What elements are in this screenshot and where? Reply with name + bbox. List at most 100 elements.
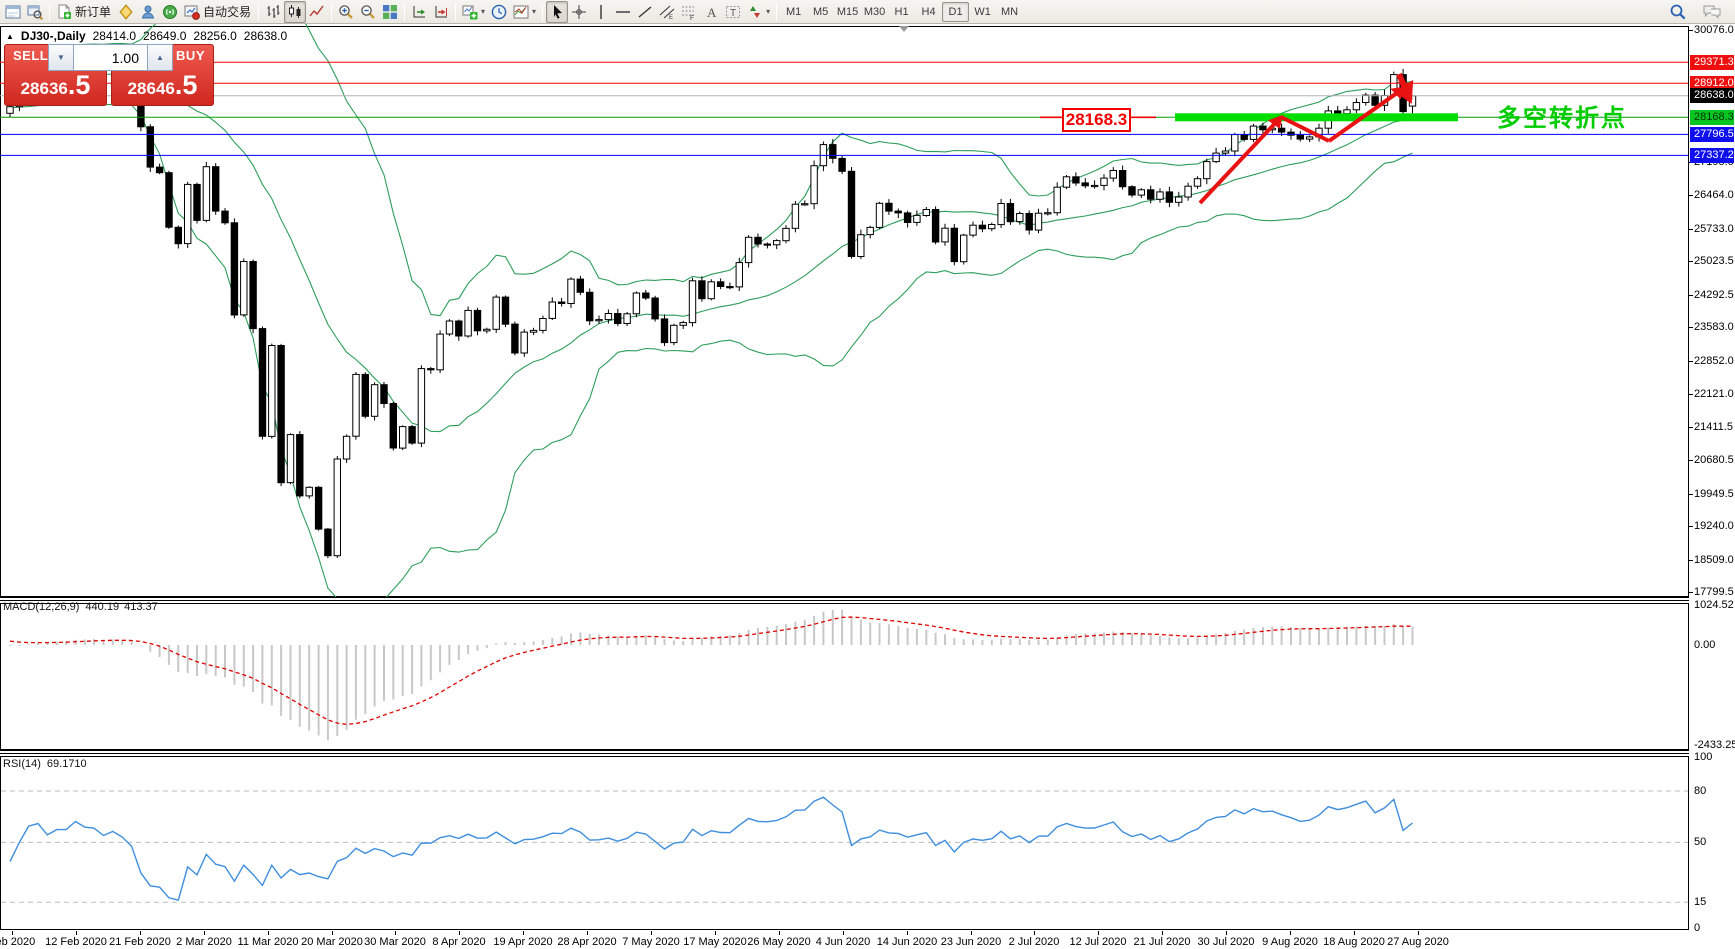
- dropdown-caret-icon: ▾: [481, 7, 486, 16]
- text-label-button[interactable]: T: [722, 1, 744, 23]
- volume-input[interactable]: [74, 44, 147, 71]
- periods-button[interactable]: [488, 1, 510, 23]
- date-axis-tick: [779, 931, 780, 935]
- date-axis-label: 7 May 2020: [622, 936, 680, 948]
- price-axis-label: 25023.5: [1694, 255, 1734, 267]
- date-axis-tick: [1290, 931, 1291, 935]
- vline-icon: [593, 4, 609, 20]
- main-price-chart[interactable]: [0, 24, 1689, 597]
- zoom-out-button[interactable]: [357, 1, 379, 23]
- timeframe-m5-button[interactable]: M5: [812, 5, 829, 18]
- tile-windows-button[interactable]: [379, 1, 401, 23]
- main-toolbar: 新订单 自动交易 ▾ ▾ E F A T ▾ M1 M5 M15 M30 H1 H4 D1 W1 MN: [0, 0, 1735, 24]
- new-order-button-label: 新订单: [75, 5, 112, 19]
- hline-icon: [615, 4, 631, 20]
- text-button[interactable]: A: [700, 1, 722, 23]
- date-axis-tick: [1226, 931, 1227, 935]
- autotrading-button-label: 自动交易: [203, 5, 252, 19]
- price-axis-tick: [1689, 361, 1693, 362]
- date-axis-tick: [587, 931, 588, 935]
- vertical-line-button[interactable]: [590, 1, 612, 23]
- cursor-button[interactable]: [546, 0, 569, 23]
- volume-increase-button[interactable]: ▲: [147, 44, 173, 71]
- price-badge: 27337.2: [1690, 148, 1734, 163]
- date-axis-label: 23 Jun 2020: [940, 936, 1002, 948]
- symbol-ohlc-header: ▲ DJ30-,Daily 28414.0 28649.0 28256.0 28…: [6, 29, 287, 43]
- date-axis-tick: [1354, 931, 1355, 935]
- crosshair-icon: [571, 4, 587, 20]
- fibonacci-button[interactable]: F: [678, 1, 700, 23]
- rsi-panel-chart[interactable]: [0, 756, 1689, 930]
- timeframe-m30-button[interactable]: M30: [863, 5, 886, 18]
- buy-price: 28646.5: [127, 70, 198, 100]
- panel-divider[interactable]: [0, 750, 1689, 756]
- date-axis-label: 28 Apr 2020: [557, 936, 617, 948]
- indicator-axis-label: 15: [1694, 896, 1707, 908]
- timeframe-h4-button[interactable]: H4: [921, 5, 936, 18]
- date-axis-tick: [204, 931, 205, 935]
- indicators-button[interactable]: ▾: [459, 1, 488, 23]
- toolbar-separator: [542, 2, 544, 21]
- crosshair-button[interactable]: [568, 1, 590, 23]
- bars-icon: [265, 4, 281, 20]
- autotrading-button[interactable]: 自动交易: [181, 1, 255, 23]
- toolbar-separator: [331, 2, 333, 21]
- date-axis-label: 4 Jun 2020: [815, 936, 871, 948]
- panel-divider[interactable]: [0, 597, 1689, 603]
- price-axis-label: 20680.5: [1694, 454, 1734, 466]
- rsi-indicator-label: RSI(14) 69.1710: [3, 758, 87, 770]
- market-watch-button[interactable]: [137, 1, 159, 23]
- timeframe-w1-button[interactable]: W1: [974, 5, 991, 18]
- bar-chart-button[interactable]: [262, 1, 284, 23]
- cursor-icon: [549, 4, 565, 20]
- price-axis-label: 19949.5: [1694, 488, 1734, 500]
- date-axis-label: 8 Apr 2020: [432, 936, 486, 948]
- zoom-in-button[interactable]: [335, 1, 357, 23]
- candles-icon: [287, 4, 303, 20]
- volume-decrease-button[interactable]: ▼: [48, 44, 74, 71]
- search-button[interactable]: [1665, 1, 1691, 23]
- chart-window[interactable]: ▲ DJ30-,Daily 28414.0 28649.0 28256.0 28…: [0, 24, 1735, 949]
- candlestick-button[interactable]: [284, 0, 307, 23]
- toolbar-separator: [455, 2, 457, 21]
- timeframe-m15-button[interactable]: M15: [836, 5, 859, 18]
- horizontal-line-button[interactable]: [612, 1, 634, 23]
- autoscroll-icon: [411, 4, 427, 20]
- one-click-trading-panel: SELL 28636.5 BUY 28646.5 ▼ ▲: [4, 44, 217, 106]
- chart-shift-marker-icon[interactable]: [899, 26, 909, 32]
- date-axis-label: 2 Mar 2020: [176, 936, 232, 948]
- arrows-button[interactable]: ▾: [744, 1, 773, 23]
- macd-panel-chart[interactable]: [0, 603, 1689, 750]
- chat-button[interactable]: [1699, 1, 1725, 23]
- channel-button[interactable]: E: [656, 1, 678, 23]
- date-axis-label: 26 May 2020: [747, 936, 811, 948]
- strategy-tester-button[interactable]: [24, 1, 46, 23]
- line-chart-button[interactable]: [306, 1, 328, 23]
- trendline-button[interactable]: [634, 1, 656, 23]
- clock-icon: [491, 4, 507, 20]
- metaeditor-button[interactable]: [115, 1, 137, 23]
- timeframe-m1-button[interactable]: M1: [785, 5, 802, 18]
- auto-scroll-button[interactable]: [408, 1, 430, 23]
- price-badge: 29371.3: [1690, 55, 1734, 70]
- chart-shift-button[interactable]: [430, 1, 452, 23]
- date-axis-label: 17 May 2020: [683, 936, 747, 948]
- timeframe-h1-button[interactable]: H1: [894, 5, 909, 18]
- templates-button[interactable]: ▾: [510, 1, 539, 23]
- timeframe-d1-button[interactable]: D1: [942, 1, 970, 22]
- price-axis-tick: [1689, 229, 1693, 230]
- date-axis-tick: [715, 931, 716, 935]
- dropdown-caret-icon: ▾: [532, 7, 537, 16]
- collapse-panel-icon[interactable]: ▲: [6, 31, 14, 41]
- timeframe-mn-button[interactable]: MN: [1001, 5, 1019, 18]
- new-order-button[interactable]: 新订单: [53, 1, 115, 23]
- price-axis-tick: [1689, 261, 1693, 262]
- date-axis-label: 20 Mar 2020: [301, 936, 363, 948]
- signals-button[interactable]: [159, 1, 181, 23]
- date-axis-label: 12 Feb 2020: [45, 936, 107, 948]
- sell-price: 28636.5: [20, 70, 91, 100]
- chart-window-button[interactable]: [2, 1, 24, 23]
- price-axis-label: 21411.5: [1694, 421, 1733, 433]
- date-axis-tick: [268, 931, 269, 935]
